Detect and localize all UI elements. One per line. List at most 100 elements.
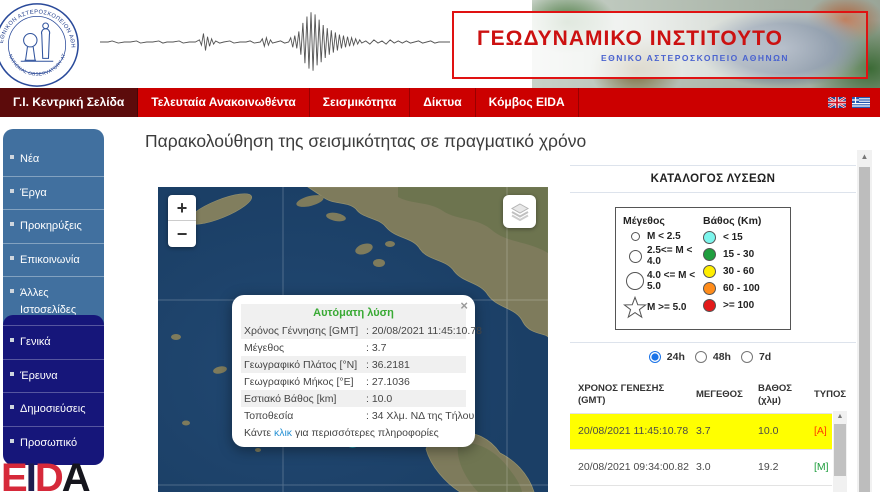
bullet-icon [10, 155, 14, 159]
medium-circle-icon [628, 249, 642, 263]
map-layers-button[interactable] [503, 195, 536, 228]
greek-flag-icon[interactable] [852, 97, 870, 108]
table-row[interactable]: 20/08/2021 09:34:00.82 3.0 19.2 [M] [570, 448, 832, 485]
divider [570, 192, 856, 193]
sidebar-item-news[interactable]: Νέα [3, 143, 104, 176]
map-legend: Μέγεθος M < 2.5 2.5<= M < 4.0 4.0 <= M <… [615, 207, 791, 330]
institute-title: ΓΕΩΔΥΝΑΜΙΚΟ ΙΝΣΤΙΤΟΥΤΟ [477, 27, 783, 50]
bullet-icon [10, 222, 14, 226]
radio-24h-label[interactable]: 24h [666, 351, 685, 363]
divider [570, 342, 856, 343]
bullet-icon [10, 338, 14, 342]
zoom-in-button[interactable]: + [168, 195, 196, 221]
solutions-panel: ΚΑΤΑΛΟΓΟΣ ΛΥΣΕΩΝ Μέγεθος M < 2.5 2.5<= M… [570, 155, 856, 492]
catalog-title: ΚΑΤΑΛΟΓΟΣ ΛΥΣΕΩΝ [650, 173, 776, 185]
popup-row-origin-time: Χρόνος Γέννησης [GMT] : 20/08/2021 11:45… [241, 322, 482, 339]
yellow-dot-icon [703, 265, 716, 278]
popup-row-magnitude: Μέγεθος : 3.7 [244, 341, 387, 354]
type-badge-manual: [M] [814, 461, 829, 474]
col-header-type: ΤΥΠΟΣ [814, 389, 847, 400]
nav-item-networks[interactable]: Δίκτυα [410, 88, 476, 117]
nav-item-eida-node[interactable]: Κόμβος EIDA [476, 88, 579, 117]
legend-item: 2.5<= M < 4.0 [623, 245, 703, 267]
table-header-row: ΧΡΟΝΟΣ ΓΕΝΕΣΗΣ (GMT) ΜΕΓΕΘΟΣ ΒΑΘΟΣ (χλμ) Τ… [570, 379, 848, 413]
star-icon [623, 295, 647, 319]
radio-48h[interactable] [694, 351, 707, 363]
legend-item: M < 2.5 [623, 231, 703, 242]
legend-item: 60 - 100 [703, 282, 783, 295]
legend-magnitude-title: Μέγεθος [623, 215, 665, 227]
bullet-icon [10, 255, 14, 260]
page-title: Παρακολούθηση της σεισμικότητας σε πραγμ… [145, 131, 587, 151]
sidebar-item-projects[interactable]: Έργα [3, 175, 104, 210]
layers-icon [510, 202, 529, 221]
more-info-link[interactable]: κλικ [273, 427, 293, 439]
zoom-out-button[interactable]: − [176, 224, 188, 244]
col-header-time: ΧΡΟΝΟΣ ΓΕΝΕΣΗΣ (GMT) [578, 383, 665, 406]
radio-7d[interactable] [740, 351, 753, 363]
sidebar-item-contact[interactable]: Επικοινωνία [3, 242, 104, 277]
close-icon[interactable]: × [460, 298, 468, 313]
scroll-up-arrow-icon[interactable]: ▲ [860, 152, 869, 161]
bullet-icon [10, 405, 14, 409]
sidebar-item-publications[interactable]: Δημοσιεύσεις [3, 392, 104, 426]
radio-24h[interactable] [648, 351, 661, 363]
legend-depth-title: Βάθος (Km) [703, 215, 762, 227]
radio-48h-label[interactable]: 48h [712, 351, 731, 363]
popup-row-longitude: Γεωγραφικό Μήκος [°E] : 27.1036 [244, 375, 410, 388]
popup-row-location: Τοποθεσία : 34 Χλμ. ΝΔ της Τήλου [244, 409, 475, 422]
sidebar-item-general[interactable]: Γενικά [3, 325, 104, 359]
popup-title: Αυτόματη λύση [241, 304, 466, 322]
sidebar-item-other-sites[interactable]: Άλλες Ιστοσελίδες [3, 276, 104, 326]
sidebar-menu-secondary: Γενικά Έρευνα Δημοσιεύσεις Προσωπικό [3, 315, 104, 465]
main-navigation: Γ.Ι. Κεντρική Σελίδα Τελευταία Ανακοινωθ… [0, 88, 880, 117]
radio-7d-label[interactable]: 7d [758, 351, 772, 363]
legend-item: < 15 [703, 231, 783, 244]
popup-footer: Κάντε κλικ για περισσότερες πληροφορίες [244, 427, 439, 439]
legend-depth-column: Βάθος (Km) < 15 15 - 30 30 - 60 60 - 100… [703, 215, 783, 323]
bullet-icon [10, 371, 14, 376]
map-zoom-control: + − [168, 195, 196, 247]
red-dot-icon [703, 299, 716, 312]
uk-flag-icon[interactable] [828, 97, 846, 108]
eida-logo[interactable]: EIDA [1, 456, 91, 492]
scrollbar-thumb[interactable] [859, 167, 870, 492]
page-scrollbar[interactable]: ▲ [857, 150, 872, 492]
type-badge-automatic: [A] [814, 425, 827, 438]
sidebar-item-personnel[interactable]: Προσωπικό [3, 425, 104, 460]
col-header-magnitude: ΜΕΓΕΘΟΣ [696, 389, 743, 400]
popup-row-latitude: Γεωγραφικό Πλάτος [°N] : 36.2181 [241, 356, 466, 373]
table-scrollbar[interactable]: ▲ [833, 411, 847, 492]
legend-item: 15 - 30 [703, 248, 783, 261]
green-dot-icon [703, 248, 716, 261]
table-row[interactable]: 20/08/2021 11:45:10.78 3.7 10.0 [A] [570, 412, 832, 449]
bullet-icon [10, 188, 14, 193]
nav-item-seismicity[interactable]: Σεισμικότητα [310, 88, 411, 117]
site-header: ΕΘΝΙΚΟΝ ΑΣΤΕΡΟΣΚΟΠΕΙΟΝ ΑΘΗΝΩΝ NATIONAL O… [0, 0, 880, 88]
seismogram-trace [100, 12, 450, 71]
scrollbar-thumb[interactable] [834, 424, 846, 476]
bullet-icon [10, 438, 14, 443]
seal-figures-art [20, 22, 54, 62]
table-row[interactable]: 20/08/2021 08:46:32.31 0.9 9.1 [M] [570, 484, 832, 492]
seismicity-map[interactable]: + − × Αυτόματη λύση Χρόνος Γέννησης [GMT… [158, 187, 548, 492]
institute-subtitle: ΕΘΝΙΚΟ ΑΣΤΕΡΟΣΚΟΠΕΙΟ ΑΘΗΝΩΝ [600, 53, 790, 63]
earthquake-table: ΧΡΟΝΟΣ ΓΕΝΕΣΗΣ (GMT) ΜΕΓΕΘΟΣ ΒΑΘΟΣ (χλμ) Τ… [570, 379, 848, 492]
time-filter-group: 24h 48h 7d [570, 343, 856, 369]
small-circle-icon [630, 232, 640, 241]
legend-item: >= 100 [703, 299, 783, 312]
nav-item-home[interactable]: Γ.Ι. Κεντρική Σελίδα [0, 88, 139, 117]
nav-item-announcements[interactable]: Τελευταία Ανακοινωθέντα [138, 88, 310, 117]
bullet-icon [10, 289, 14, 293]
sidebar-item-research[interactable]: Έρευνα [3, 358, 104, 393]
sidebar-menu-primary: Νέα Έργα Προκηρύξεις Επικοινωνία Άλλες Ι… [3, 129, 104, 334]
col-header-depth: ΒΑΘΟΣ (χλμ) [758, 383, 792, 406]
observatory-seal-logo: ΕΘΝΙΚΟΝ ΑΣΤΕΡΟΣΚΟΠΕΙΟΝ ΑΘΗΝΩΝ NATIONAL O… [0, 2, 79, 87]
scroll-up-arrow-icon[interactable]: ▲ [836, 413, 844, 420]
large-circle-icon [626, 272, 644, 290]
sidebar-item-calls[interactable]: Προκηρύξεις [3, 209, 104, 243]
cyan-dot-icon [703, 231, 716, 244]
popup-row-depth: Εστιακό Βάθος [km] : 10.0 [241, 390, 466, 407]
earthquake-popup: × Αυτόματη λύση Χρόνος Γέννησης [GMT] : … [232, 295, 482, 447]
